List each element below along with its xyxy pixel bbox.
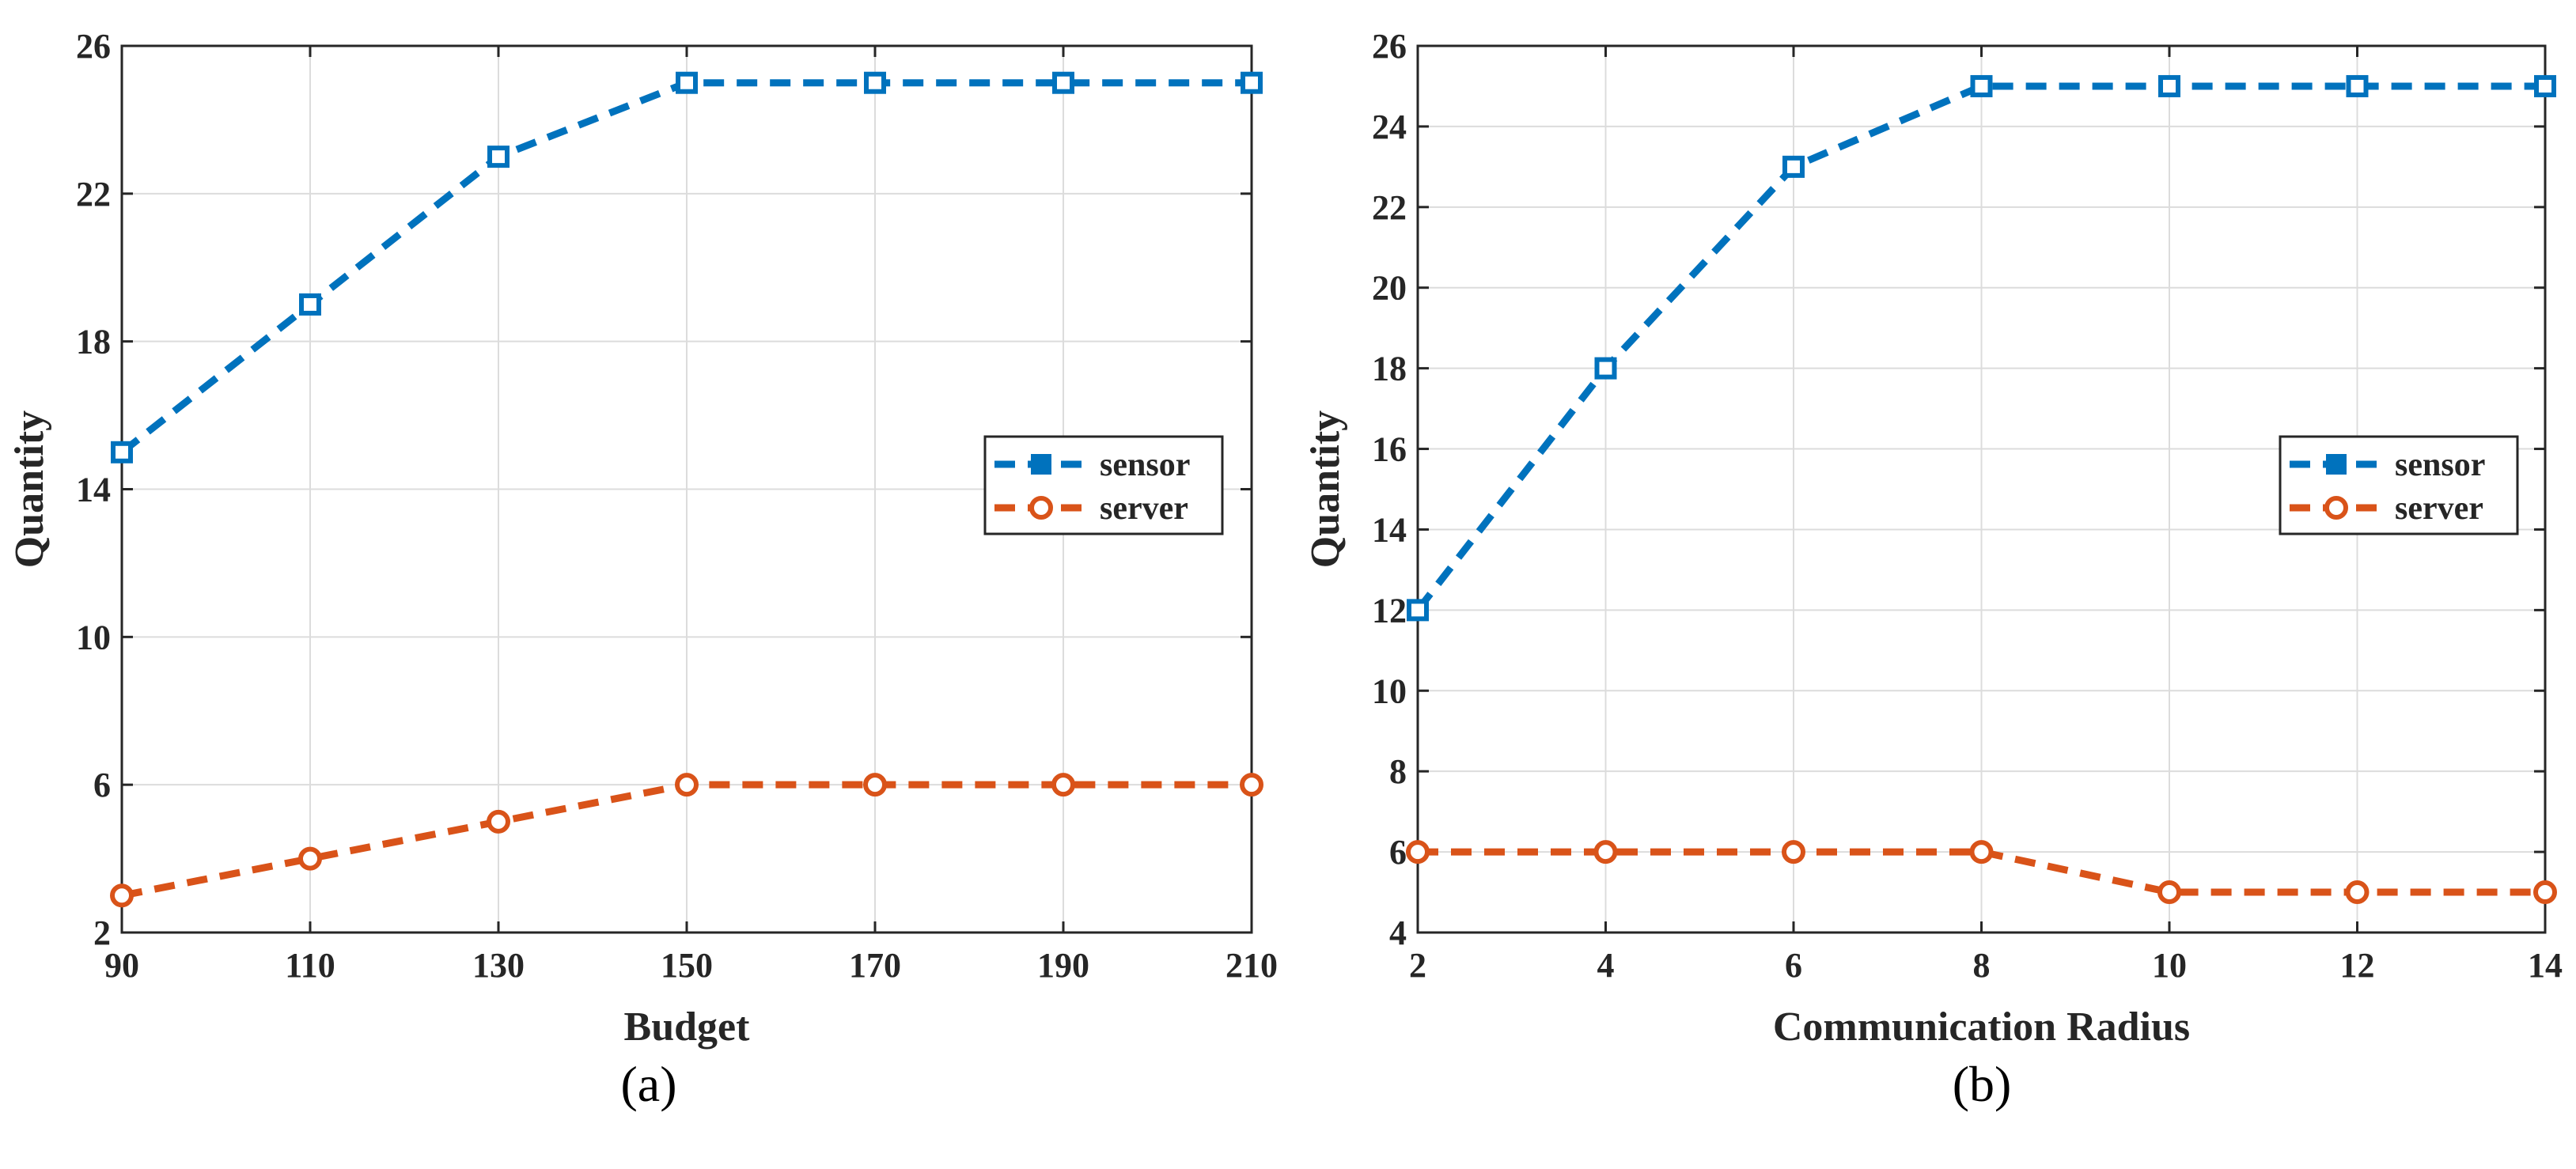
data-point-server bbox=[2157, 880, 2181, 905]
x-tick-label: 12 bbox=[2340, 946, 2375, 985]
x-tick-label: 170 bbox=[849, 946, 901, 985]
y-tick-label: 18 bbox=[76, 323, 111, 361]
x-tick-label: 210 bbox=[1225, 946, 1278, 985]
data-point-sensor bbox=[676, 71, 698, 94]
data-point-sensor bbox=[1970, 74, 1993, 97]
x-tick-label: 8 bbox=[1973, 946, 1991, 985]
x-tick-label: 90 bbox=[104, 946, 139, 985]
legend: sensor server bbox=[983, 435, 1224, 535]
x-axis-label: Communication Radius bbox=[1773, 1004, 2190, 1050]
legend-box bbox=[983, 435, 1224, 535]
x-tick-label: 14 bbox=[2528, 946, 2563, 985]
y-tick-label: 4 bbox=[1389, 914, 1407, 952]
y-tick-label: 6 bbox=[93, 766, 111, 804]
data-point-sensor bbox=[1052, 71, 1074, 94]
x-tick-label: 150 bbox=[661, 946, 713, 985]
y-tick-label: 22 bbox=[76, 175, 111, 214]
y-tick-label: 22 bbox=[1372, 188, 1407, 227]
y-tick-label: 10 bbox=[76, 618, 111, 656]
data-point-server bbox=[487, 809, 510, 834]
data-point-sensor bbox=[2346, 74, 2369, 97]
data-point-sensor bbox=[111, 441, 133, 463]
chart-panel-a: 90 110 130 150 170 190 210261014182226BudgetQu… bbox=[7, 27, 1278, 1112]
data-point-server bbox=[298, 846, 322, 871]
data-point-server bbox=[110, 883, 134, 908]
legend-label-server: server bbox=[2395, 490, 2483, 527]
legend-marker-server bbox=[1029, 496, 1053, 520]
y-tick-label: 10 bbox=[1372, 672, 1407, 710]
data-point-sensor bbox=[1782, 155, 1805, 178]
x-tick-label: 130 bbox=[472, 946, 525, 985]
y-tick-label: 26 bbox=[76, 27, 111, 66]
data-point-server bbox=[675, 773, 699, 797]
legend-label-sensor: sensor bbox=[2395, 447, 2485, 483]
data-point-sensor bbox=[487, 146, 510, 168]
data-point-sensor bbox=[1407, 599, 1429, 622]
data-point-server bbox=[2533, 880, 2557, 905]
data-point-server bbox=[863, 773, 887, 797]
y-tick-label: 20 bbox=[1372, 269, 1407, 308]
data-point-sensor bbox=[299, 293, 321, 316]
data-point-server bbox=[1969, 840, 1994, 864]
x-tick-label: 6 bbox=[1785, 946, 1802, 985]
y-tick-label: 24 bbox=[1372, 108, 1407, 146]
y-tick-label: 26 bbox=[1372, 27, 1407, 66]
y-tick-label: 18 bbox=[1372, 350, 1407, 388]
data-point-server bbox=[1406, 840, 1430, 864]
x-tick-label: 4 bbox=[1597, 946, 1615, 985]
legend-label-sensor: sensor bbox=[1100, 447, 1190, 483]
data-point-server bbox=[1593, 840, 1618, 864]
data-point-server bbox=[1782, 840, 1805, 864]
y-axis-label: Quantity bbox=[1303, 410, 1348, 568]
y-tick-label: 16 bbox=[1372, 430, 1407, 469]
x-axis-label: Budget bbox=[624, 1004, 751, 1050]
legend-marker-sensor bbox=[1031, 454, 1051, 475]
data-point-server bbox=[1051, 773, 1075, 797]
legend-marker-sensor bbox=[2326, 454, 2347, 475]
subfigure-caption: (b) bbox=[1953, 1056, 2012, 1112]
legend-label-server: server bbox=[1100, 490, 1188, 527]
y-axis-label: Quantity bbox=[7, 410, 52, 568]
x-tick-label: 10 bbox=[2152, 946, 2187, 985]
data-point-sensor bbox=[2534, 74, 2556, 97]
data-point-sensor bbox=[1594, 357, 1617, 380]
y-tick-label: 8 bbox=[1389, 752, 1407, 791]
y-tick-label: 6 bbox=[1389, 833, 1407, 872]
y-tick-label: 2 bbox=[93, 914, 111, 952]
chart-panel-b: 2 4 6 8 10 12 14468101214161820222426Communica… bbox=[1303, 27, 2563, 1112]
x-tick-label: 2 bbox=[1409, 946, 1426, 985]
data-point-sensor bbox=[1241, 71, 1263, 94]
legend-box bbox=[2279, 435, 2519, 535]
y-tick-label: 14 bbox=[1372, 510, 1407, 549]
y-tick-label: 14 bbox=[76, 471, 111, 509]
legend: sensor server bbox=[2279, 435, 2519, 535]
x-tick-label: 190 bbox=[1037, 946, 1089, 985]
legend-marker-server bbox=[2324, 496, 2348, 520]
subfigure-caption: (a) bbox=[620, 1056, 676, 1112]
data-point-sensor bbox=[2158, 74, 2180, 97]
data-point-server bbox=[1240, 773, 1263, 797]
data-point-server bbox=[2345, 880, 2370, 905]
data-point-sensor bbox=[864, 71, 886, 94]
y-tick-label: 12 bbox=[1372, 591, 1407, 630]
x-tick-label: 110 bbox=[285, 946, 335, 985]
